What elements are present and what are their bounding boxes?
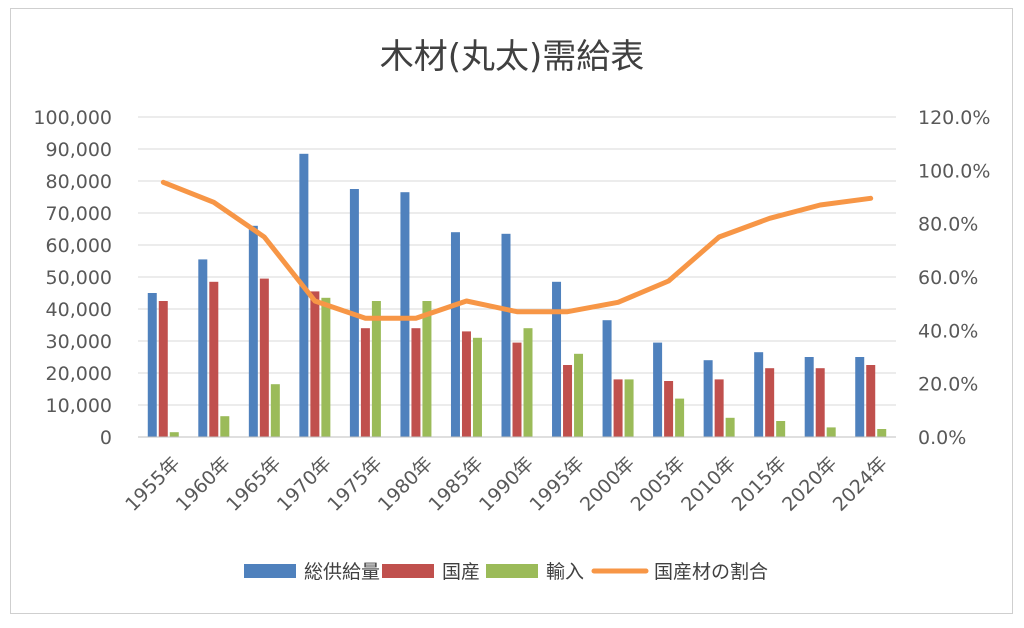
bar-総供給量 xyxy=(400,192,410,437)
bar-総供給量 xyxy=(552,281,562,437)
left-tick-label: 20,000 xyxy=(46,363,112,385)
bar-国産 xyxy=(563,365,573,437)
bar-輸入 xyxy=(675,398,685,437)
bar-国産 xyxy=(512,342,522,437)
bar-総供給量 xyxy=(602,320,612,437)
x-tick-label: 2010年 xyxy=(677,453,740,516)
right-tick-label: 80.0% xyxy=(918,214,978,236)
bar-輸入 xyxy=(270,384,280,437)
bar-輸入 xyxy=(776,421,786,437)
bar-総供給量 xyxy=(450,232,460,437)
bar-輸入 xyxy=(574,353,584,437)
bar-輸入 xyxy=(826,427,836,437)
bar-総供給量 xyxy=(198,259,208,437)
bar-国産 xyxy=(664,381,674,437)
right-tick-label: 60.0% xyxy=(918,267,978,289)
bar-総供給量 xyxy=(754,352,764,437)
legend-swatch-国産 xyxy=(382,564,434,578)
x-tick-label: 1965年 xyxy=(222,453,285,516)
x-tick-label: 1955年 xyxy=(121,453,184,516)
x-axis: 1955年1960年1965年1970年1975年1980年1985年1990年… xyxy=(121,436,896,516)
ratio-line xyxy=(160,179,874,321)
left-tick-label: 40,000 xyxy=(46,299,112,321)
x-tick-label: 1970年 xyxy=(273,453,336,516)
x-tick-label: 2020年 xyxy=(778,453,841,516)
bar-国産 xyxy=(866,365,876,437)
bar-総供給量 xyxy=(248,225,258,437)
left-tick-label: 90,000 xyxy=(46,139,112,161)
bar-国産 xyxy=(613,379,623,437)
right-tick-label: 120.0% xyxy=(918,107,990,129)
bar-輸入 xyxy=(169,432,179,437)
bar-国産 xyxy=(411,328,421,437)
x-tick-label: 1990年 xyxy=(475,453,538,516)
x-tick-label: 1975年 xyxy=(323,453,386,516)
bar-総供給量 xyxy=(855,357,865,437)
legend-label: 国産材の割合 xyxy=(654,561,768,583)
bar-輸入 xyxy=(877,429,887,437)
x-tick-label: 1960年 xyxy=(172,453,235,516)
x-tick-label: 2024年 xyxy=(829,453,892,516)
left-tick-label: 30,000 xyxy=(46,331,112,353)
bar-輸入 xyxy=(725,417,735,437)
bar-輸入 xyxy=(321,297,331,437)
line-国産材の割合 xyxy=(160,179,874,321)
bar-輸入 xyxy=(472,337,482,437)
left-tick-label: 100,000 xyxy=(33,107,112,129)
left-tick-label: 0 xyxy=(100,427,112,449)
right-tick-label: 20.0% xyxy=(918,374,978,396)
left-tick-label: 70,000 xyxy=(46,203,112,225)
bar-国産 xyxy=(360,328,370,437)
bar-国産 xyxy=(209,281,219,437)
x-tick-label: 2015年 xyxy=(728,453,791,516)
x-tick-label: 1995年 xyxy=(525,453,588,516)
left-tick-label: 10,000 xyxy=(46,395,112,417)
legend-label: 輸入 xyxy=(546,561,584,583)
x-tick-label: 1980年 xyxy=(374,453,437,516)
legend-label: 国産 xyxy=(442,561,480,583)
x-tick-label: 1985年 xyxy=(424,453,487,516)
bar-総供給量 xyxy=(501,233,511,437)
x-tick-label: 2000年 xyxy=(576,453,639,516)
bar-国産 xyxy=(259,278,269,437)
legend-label: 総供給量 xyxy=(304,561,380,583)
right-tick-label: 0.0% xyxy=(918,427,966,449)
legend-swatch-輸入 xyxy=(486,564,538,578)
left-tick-label: 50,000 xyxy=(46,267,112,289)
bar-国産 xyxy=(461,331,471,437)
bar-国産 xyxy=(310,291,320,437)
bar-総供給量 xyxy=(299,153,309,438)
bar-総供給量 xyxy=(703,360,713,437)
bar-国産 xyxy=(765,368,775,437)
bar-輸入 xyxy=(371,301,381,437)
legend-swatch-総供給量 xyxy=(244,564,296,578)
right-axis: 0.0% 20.0% 40.0% 60.0% 80.0% 100.0% 120.0% xyxy=(918,107,990,449)
bar-輸入 xyxy=(624,379,634,437)
bar-総供給量 xyxy=(653,342,663,437)
bar-輸入 xyxy=(422,301,432,437)
bar-輸入 xyxy=(523,328,533,437)
bar-輸入 xyxy=(220,416,230,437)
bar-総供給量 xyxy=(147,293,157,437)
left-tick-label: 60,000 xyxy=(46,235,112,257)
right-tick-label: 100.0% xyxy=(918,160,990,182)
chart-title: 木材(丸太)需給表 xyxy=(380,37,645,77)
left-tick-label: 80,000 xyxy=(46,171,112,193)
x-tick-label: 2005年 xyxy=(627,453,690,516)
legend: 総供給量 国産 輸入 国産材の割合 xyxy=(244,561,768,583)
bar-国産 xyxy=(158,301,168,437)
bar-国産 xyxy=(714,379,724,437)
left-axis: 0 10,000 20,000 30,000 40,000 50,000 60,000 70,… xyxy=(33,107,112,449)
bars xyxy=(147,153,887,438)
right-tick-label: 40.0% xyxy=(918,320,978,342)
bar-総供給量 xyxy=(804,357,814,437)
bar-国産 xyxy=(815,368,825,437)
